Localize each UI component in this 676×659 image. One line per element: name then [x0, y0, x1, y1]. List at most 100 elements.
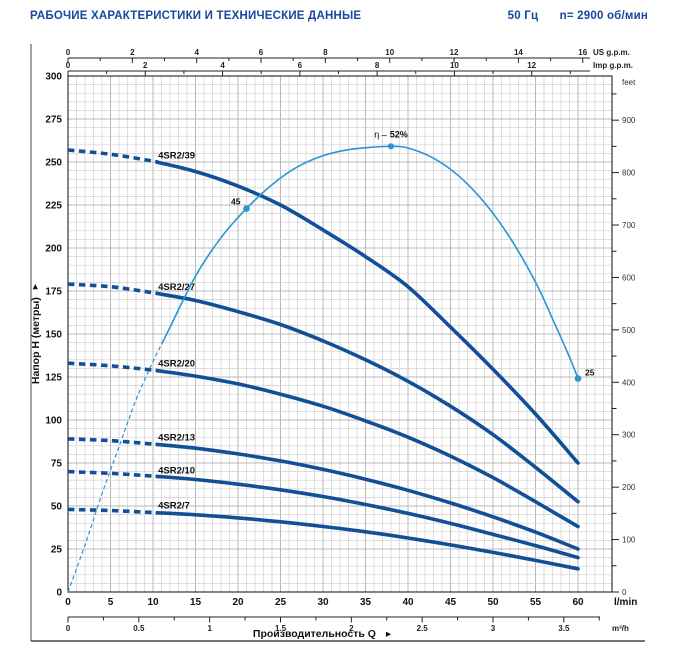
top-gpm-scales: 0 2 4 6 8 10 12 14 16 US g.p.m. 0 2 4 6 8 10 12 Imp g.p.m…	[66, 48, 633, 76]
gpm-tick-label: 6	[259, 48, 264, 57]
lmin-tick-label: 30	[317, 597, 329, 608]
page-title: РАБОЧИЕ ХАРАКТЕРИСТИКИ И ТЕХНИЧЕСКИЕ ДАН…	[30, 10, 362, 22]
feet-tick-label: 700	[622, 221, 636, 230]
head-tick-label: 25	[51, 545, 63, 556]
lmin-unit-label: l/min	[614, 597, 637, 608]
feet-tick-label: 300	[622, 431, 636, 440]
m3h-unit-label: m³/h	[612, 624, 629, 633]
pump-curve-label: 4SR2/20	[158, 359, 195, 370]
efficiency-curve	[160, 145, 579, 379]
gpm-tick-label: 0	[66, 61, 71, 70]
m3h-tick-label: 0.5	[133, 624, 145, 633]
lmin-tick-label: 60	[572, 597, 584, 608]
pump-curve-dashed-4SR2/20	[67, 361, 160, 373]
efficiency-peak-label-prefix: η –	[374, 129, 387, 139]
efficiency-curve-group: 45 25 η –52%	[67, 129, 595, 593]
figure-border	[30, 44, 645, 642]
head-axis-labels: 0 25 50 75 100 125 150 175 200 225 250 275 300	[45, 72, 62, 599]
efficiency-peak-dot	[387, 143, 395, 150]
efficiency-curve-dashed	[67, 344, 163, 593]
gpm-tick-label: 12	[450, 48, 459, 57]
pump-curve-label: 4SR2/7	[158, 501, 190, 512]
head-tick-label: 50	[51, 502, 63, 513]
lmin-tick-label: 0	[65, 597, 71, 608]
feet-tick-label: 0	[622, 588, 627, 597]
gpm-unit-label: US g.p.m.	[593, 48, 630, 57]
pump-curve-4SR2/7	[155, 510, 580, 571]
efficiency-peak-label: η –52%	[374, 129, 408, 139]
x-axis-title-text: Производительность Q	[253, 628, 376, 640]
m3h-tick-label: 0	[66, 624, 71, 633]
feet-tick-label: 200	[622, 483, 636, 492]
feet-unit-label: feet	[622, 78, 636, 87]
gpm-tick-label: 10	[385, 48, 394, 57]
feet-axis: 100 200 300 400 500 600 700 800 900 0 feet	[612, 78, 636, 597]
header-specs: 50 Гц n= 2900 об/мин	[490, 10, 648, 22]
lmin-tick-label: 5	[108, 597, 114, 608]
gpm-tick-label: 8	[323, 48, 328, 57]
head-tick-label: 175	[45, 287, 62, 298]
x-axis-title: Производительность Q ▸	[253, 628, 392, 640]
head-tick-label: 200	[45, 244, 62, 255]
plot-frame	[67, 75, 613, 593]
pump-curve-4SR2/10	[155, 474, 580, 560]
lmin-tick-label: 55	[530, 597, 542, 608]
lmin-tick-label: 10	[147, 597, 159, 608]
gpm-unit-label: Imp g.p.m.	[593, 61, 633, 70]
lmin-tick-label: 35	[360, 597, 372, 608]
gpm-tick-label: 12	[527, 61, 536, 70]
pump-curve-4SR2/13	[155, 442, 580, 551]
feet-tick-label: 800	[622, 169, 636, 178]
lmin-tick-label: 50	[487, 597, 499, 608]
m3h-tick-label: 2.5	[417, 624, 429, 633]
pump-curve-dashed-4SR2/13	[67, 437, 160, 447]
gpm-tick-label: 2	[143, 61, 148, 70]
pump-curve-label: 4SR2/27	[158, 282, 195, 293]
m3h-tick-label: 1	[207, 624, 212, 633]
head-tick-label: 100	[45, 416, 62, 427]
plot-border	[67, 75, 613, 593]
bottom-flow-axis: 0 5 10 15 20 25 30 35 40 45 50 55 60 l/min 0 0.5 1 1.5 2 2.…	[65, 597, 637, 633]
head-tick-label: 150	[45, 330, 62, 341]
chart-grid	[67, 75, 613, 593]
m3h-tick-label: 1.5	[275, 624, 287, 633]
lmin-tick-label: 40	[402, 597, 414, 608]
y-axis-title-text: Напор H (метры)	[30, 297, 42, 384]
lmin-tick-label: 25	[275, 597, 287, 608]
head-tick-label: 300	[45, 72, 62, 83]
speed-label: n= 2900 об/мин	[559, 10, 648, 22]
feet-tick-label: 600	[622, 273, 636, 282]
head-tick-label: 225	[45, 201, 62, 212]
head-tick-label: 125	[45, 373, 62, 384]
pump-curve-4SR2/39	[155, 160, 580, 465]
lmin-tick-label: 45	[445, 597, 457, 608]
gpm-tick-label: 14	[514, 48, 523, 57]
frequency-label: 50 Гц	[507, 10, 539, 22]
m3h-tick-label: 2	[349, 624, 354, 633]
head-tick-label: 275	[45, 115, 62, 126]
pump-curve-label: 4SR2/39	[158, 151, 195, 162]
feet-tick-label: 500	[622, 326, 636, 335]
feet-tick-label: 100	[622, 536, 636, 545]
feet-tick-label: 400	[622, 378, 636, 387]
right-arrow-icon: ▸	[386, 628, 392, 640]
pump-curves: 4SR2/39 4SR2/27 4SR2/20 4SR2/13 4SR2/10 4SR2/…	[67, 148, 580, 571]
efficiency-marker-label: 45	[231, 197, 241, 207]
head-tick-label: 75	[51, 459, 63, 470]
pump-curve-dashed-4SR2/7	[67, 507, 160, 515]
m3h-tick-label: 3.5	[558, 624, 570, 633]
pump-curve-dashed-4SR2/39	[67, 148, 160, 164]
gpm-tick-label: 10	[450, 61, 459, 70]
gpm-tick-label: 4	[220, 61, 225, 70]
pump-curve-label: 4SR2/13	[158, 433, 195, 444]
efficiency-marker-dot	[574, 375, 582, 382]
head-tick-label: 0	[56, 588, 62, 599]
head-tick-label: 250	[45, 158, 62, 169]
lmin-tick-label: 15	[190, 597, 202, 608]
lmin-tick-label: 20	[232, 597, 244, 608]
gpm-tick-label: 4	[194, 48, 199, 57]
gpm-tick-label: 0	[66, 48, 71, 57]
pump-curve-label: 4SR2/10	[158, 465, 195, 476]
